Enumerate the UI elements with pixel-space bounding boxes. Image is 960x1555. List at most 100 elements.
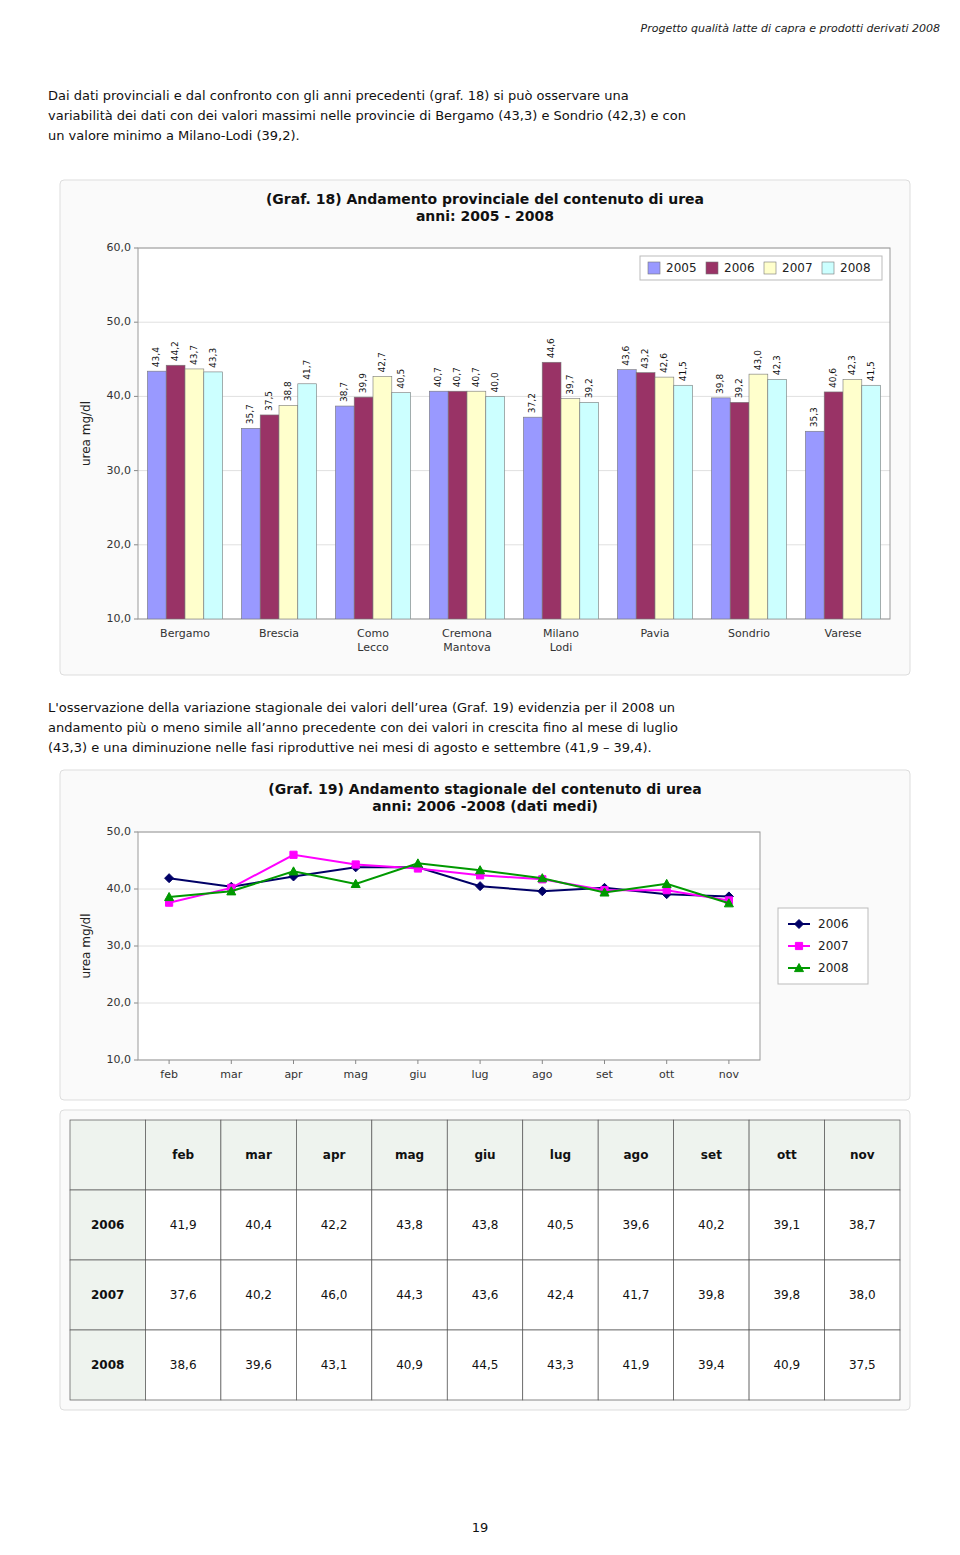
table-cell [221, 1330, 296, 1400]
x-tick-label: feb [160, 1068, 178, 1081]
x-tick-label: apr [284, 1068, 303, 1081]
table-value: 44,3 [396, 1288, 423, 1302]
table-cell [825, 1120, 900, 1190]
marker [290, 851, 297, 858]
data-label: 40,7 [433, 367, 443, 387]
table-cell [598, 1330, 673, 1400]
bar [655, 377, 674, 619]
chart-panel [60, 1110, 910, 1410]
text-line: L'osservazione della variazione stagiona… [48, 700, 675, 715]
text-line: Lecco [357, 641, 389, 654]
x-tick-label: ComoLecco [357, 627, 389, 654]
bar [617, 370, 636, 619]
legend: 2005200620072008 [640, 256, 882, 280]
table-value: 42,2 [321, 1218, 348, 1232]
data-label: 40,6 [828, 368, 838, 388]
data-label: 39,8 [715, 374, 725, 394]
marker [600, 888, 609, 896]
data-label: 43,0 [753, 350, 763, 370]
data-label: 43,7 [189, 345, 199, 365]
x-tick [355, 1060, 356, 1064]
table-cell [674, 1330, 749, 1400]
text-line: Brescia [259, 627, 299, 640]
marker [724, 899, 733, 907]
y-tick [134, 946, 138, 947]
text-line: giu [409, 1068, 426, 1081]
text-line: anni: 2005 - 2008 [416, 208, 554, 224]
y-tick [134, 396, 138, 397]
table-cell [70, 1330, 145, 1400]
x-tick [728, 1060, 729, 1064]
marker [538, 887, 547, 896]
text-line: Milano [543, 627, 579, 640]
legend-label: 2005 [666, 261, 697, 275]
text-line: (Graf. 19) Andamento stagionale del cont… [268, 781, 701, 797]
table-cell [296, 1330, 371, 1400]
line [169, 863, 729, 903]
y-tick [134, 619, 138, 620]
marker [538, 874, 547, 882]
table-cell [221, 1260, 296, 1330]
x-tick-label: giu [409, 1068, 426, 1081]
table-value: 40,2 [245, 1288, 272, 1302]
table-header: ago [623, 1148, 648, 1162]
grid-line [138, 1003, 760, 1004]
x-tick-label: ago [532, 1068, 553, 1081]
data-label: 40,7 [471, 367, 481, 387]
chart-panel [60, 770, 910, 1100]
page-title: Progetto qualità latte di capra e prodot… [641, 22, 940, 35]
data-label: 43,2 [640, 349, 650, 369]
table-value: 39,1 [773, 1218, 800, 1232]
table-header: nov [850, 1148, 875, 1162]
grid-line [138, 946, 760, 947]
x-tick [231, 1060, 232, 1064]
legend-box [778, 908, 868, 984]
table-cell [145, 1120, 220, 1190]
data-label: 40,0 [490, 372, 500, 392]
data-label: 43,4 [151, 347, 161, 367]
data-label: 39,7 [565, 375, 575, 395]
legend: 200620072008 [778, 908, 868, 984]
x-tick-label: Sondrio [728, 627, 770, 640]
bar [843, 379, 862, 619]
x-tick [480, 1060, 481, 1064]
table-header: giu [474, 1148, 495, 1162]
legend-label: 2006 [818, 917, 849, 931]
data-label: 38,8 [283, 381, 293, 401]
data-label: 41,7 [302, 360, 312, 380]
table-value: 46,0 [321, 1288, 348, 1302]
legend-swatch [764, 262, 776, 274]
text-line: ott [659, 1068, 675, 1081]
marker [165, 874, 174, 883]
data-label: 35,3 [809, 407, 819, 427]
bar [354, 397, 373, 619]
text-line: (Graf. 18) Andamento provinciale del con… [266, 191, 704, 207]
legend-swatch [706, 262, 718, 274]
bar [542, 362, 561, 619]
table-cell [598, 1190, 673, 1260]
data-label: 42,6 [659, 353, 669, 373]
text-line: Cremona [442, 627, 492, 640]
data-label: 44,2 [170, 341, 180, 361]
x-tick-label: CremonaMantova [442, 627, 492, 654]
y-tick [134, 470, 138, 471]
bar [674, 385, 693, 619]
x-tick-label: mag [343, 1068, 367, 1081]
table-row-label: 2008 [91, 1358, 124, 1372]
table-value: 40,9 [396, 1358, 423, 1372]
marker [289, 867, 298, 875]
page-number: 19 [472, 1520, 489, 1535]
table-value: 43,8 [396, 1218, 423, 1232]
table-value: 38,6 [170, 1358, 197, 1372]
bar [580, 402, 599, 619]
marker [351, 879, 360, 887]
table-value: 38,0 [849, 1288, 876, 1302]
table-header: apr [323, 1148, 346, 1162]
chart-title: (Graf. 18) Andamento provinciale del con… [266, 191, 704, 224]
data-label: 40,5 [396, 369, 406, 389]
x-tick-label: set [596, 1068, 613, 1081]
table-cell [598, 1120, 673, 1190]
bar [824, 392, 843, 619]
bar [204, 372, 223, 619]
x-tick-label: MilanoLodi [543, 627, 579, 654]
